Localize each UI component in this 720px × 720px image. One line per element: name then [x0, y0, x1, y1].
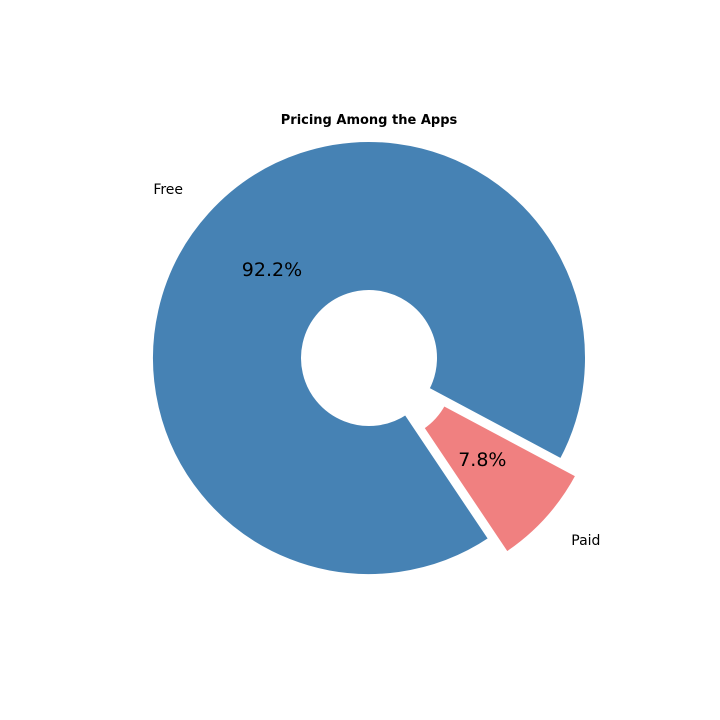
pie-slice-free [149, 138, 589, 578]
pie-slice-paid [420, 401, 580, 556]
pct-label-free: 92.2% [242, 259, 302, 281]
labels-group: Free 92.2% Paid 7.8% [153, 182, 600, 549]
pct-label-paid: 7.8% [458, 449, 506, 471]
slice-label-free: Free [153, 182, 183, 198]
slice-label-paid: Paid [571, 533, 600, 549]
chart-title: Pricing Among the Apps [281, 113, 458, 128]
slices-group [149, 138, 589, 578]
